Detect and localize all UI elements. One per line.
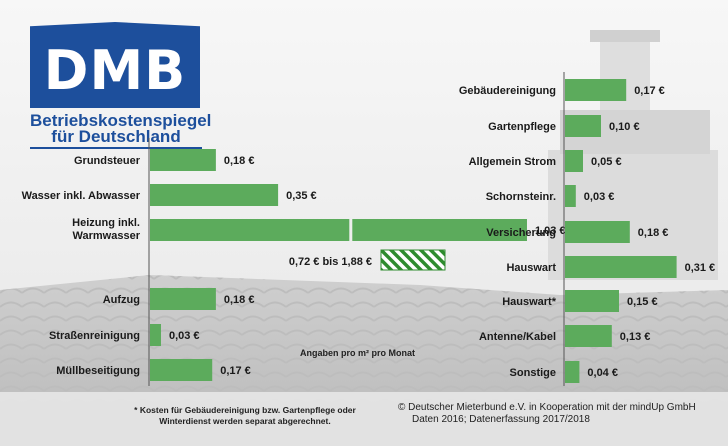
value-label: 0,05 € (591, 156, 622, 168)
unit-note: Angaben pro m² pro Monat (300, 348, 415, 358)
value-label: 0,10 € (609, 121, 640, 133)
footnote: * Kosten für Gebäudereinigung bzw. Garte… (125, 405, 365, 427)
value-label: 0,15 € (627, 296, 658, 308)
bar-hauswart (565, 256, 677, 278)
category-label: Grundsteuer (74, 155, 141, 167)
bar-straßenreinigung (150, 324, 161, 346)
bar-aufzug (150, 288, 216, 310)
bar-gebäudereinigung (565, 79, 627, 101)
bar-heizung-segment-1 (150, 219, 350, 241)
bar-gartenpflege (565, 115, 601, 137)
bar-hauswart (565, 290, 619, 312)
category-label: Gartenpflege (488, 121, 556, 133)
bar-antenne-kabel (565, 325, 612, 347)
value-label: 0,03 € (584, 191, 615, 203)
value-label: 0,31 € (685, 262, 716, 274)
source-note: © Deutscher Mieterbund e.V. in Kooperati… (398, 402, 696, 426)
value-label: 0,18 € (224, 155, 255, 167)
logo-line1: Betriebskostenspiegel (30, 111, 212, 130)
category-label: Aufzug (103, 294, 140, 306)
category-label: Schornsteinr. (486, 191, 556, 203)
category-label: Antenne/Kabel (479, 331, 556, 343)
range-hatched-bar (380, 249, 446, 271)
value-label: 0,18 € (224, 294, 255, 306)
value-label: 0,35 € (286, 190, 317, 202)
logo-box (30, 32, 200, 108)
dmb-logo: DMB Betriebskostenspiegel für Deutschlan… (30, 22, 212, 149)
bar-versicherung (565, 221, 630, 243)
source-line1: © Deutscher Mieterbund e.V. in Kooperati… (398, 402, 696, 413)
bar-sonstige (565, 361, 580, 383)
footnote-line1: * Kosten für Gebäudereinigung bzw. Garte… (134, 405, 356, 415)
bar-müllbeseitigung (150, 359, 213, 381)
range-label: 0,72 € bis 1,88 € (289, 256, 372, 268)
bar-grundsteuer (150, 149, 216, 171)
logo-brand: DMB (43, 39, 187, 102)
value-label: 1,03 € (535, 225, 566, 237)
category-label: Müllbeseitigung (56, 365, 140, 377)
value-label: 0,18 € (638, 227, 669, 239)
bar-wasser-inkl-abwasser (150, 184, 279, 206)
value-label: 0,03 € (169, 330, 200, 342)
category-label: Hauswart* (502, 296, 557, 308)
logo-line2: für Deutschland (30, 128, 202, 149)
bar-heizung-segment-2 (352, 219, 527, 241)
category-label-heizung: Heizung inkl. Warmwasser (72, 217, 141, 242)
value-label: 0,17 € (634, 85, 665, 97)
footnote-line2: Winterdienst werden separat abgerechnet. (159, 416, 331, 426)
category-label: Straßenreinigung (49, 330, 140, 342)
category-label: Hauswart (506, 262, 556, 274)
bar-allgemein-strom (565, 150, 583, 172)
source-line2: Daten 2016; Datenerfassung 2017/2018 (412, 414, 590, 425)
category-label: Allgemein Strom (469, 156, 557, 168)
category-label: Sonstige (510, 367, 556, 379)
bar-schornsteinr (565, 185, 576, 207)
category-label: Gebäudereinigung (459, 85, 556, 97)
category-label: Wasser inkl. Abwasser (22, 190, 141, 202)
value-label: 0,13 € (620, 331, 651, 343)
value-label: 0,17 € (220, 365, 251, 377)
category-label: Versicherung (486, 227, 556, 239)
value-label: 0,04 € (587, 367, 618, 379)
